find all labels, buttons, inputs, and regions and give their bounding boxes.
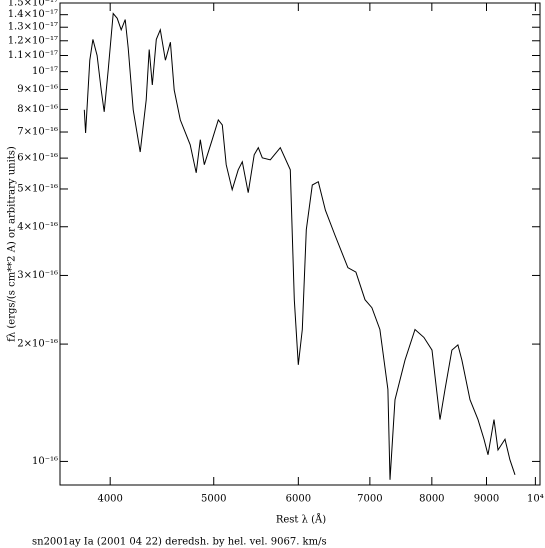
spectrum-line: [83, 12, 516, 480]
y-tick-label: 1.2×10⁻¹⁷: [8, 35, 58, 46]
x-tick-label: 10⁴: [527, 494, 544, 505]
y-tick-label: 10⁻¹⁶: [32, 456, 58, 467]
y-tick-label: 8×10⁻¹⁶: [17, 104, 58, 115]
y-tick-label: 1.5×10⁻¹⁷: [8, 0, 58, 9]
x-tick-label: 8000: [419, 494, 444, 505]
x-tick-label: 6000: [286, 494, 311, 505]
y-axis-label: fλ (ergs/(s cm**2 A) or arbitrary units): [7, 146, 18, 342]
plot-frame: [59, 2, 541, 486]
x-tick-label: 9000: [474, 494, 499, 505]
y-tick-label: 3×10⁻¹⁶: [17, 270, 58, 281]
y-tick-label: 1.1×10⁻¹⁷: [8, 50, 58, 61]
y-tick-label: 5×10⁻¹⁶: [17, 183, 58, 194]
y-tick-label: 6×10⁻¹⁶: [17, 153, 58, 164]
y-tick-label: 7×10⁻¹⁶: [17, 127, 58, 138]
x-tick-label: 4000: [97, 494, 122, 505]
caption: sn2001ay Ia (2001 04 22) deredsh. by hel…: [32, 537, 327, 548]
y-tick-label: 2×10⁻¹⁶: [17, 339, 58, 350]
y-tick-label: 1.3×10⁻¹⁷: [8, 22, 58, 33]
y-tick-label: 1.4×10⁻¹⁷: [8, 9, 58, 20]
y-tick-label: 9×10⁻¹⁶: [17, 84, 58, 95]
x-tick-label: 5000: [201, 494, 226, 505]
x-tick-label: 7000: [357, 494, 382, 505]
y-tick-label: 10⁻¹⁷: [32, 66, 58, 77]
x-axis-label: Rest λ (Å): [276, 514, 326, 526]
y-tick-label: 4×10⁻¹⁶: [17, 221, 58, 232]
